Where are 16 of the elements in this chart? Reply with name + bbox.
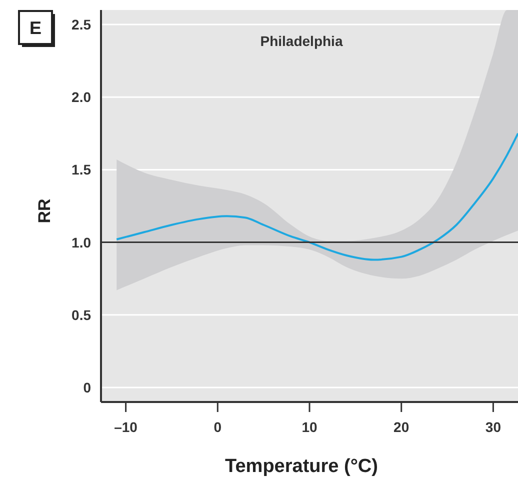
x-tick-label: 10 bbox=[302, 419, 318, 435]
x-tick-label: 0 bbox=[214, 419, 222, 435]
text: E bbox=[29, 18, 42, 38]
x-tick-label: –10 bbox=[114, 419, 138, 435]
y-tick-label: 1.0 bbox=[72, 234, 92, 250]
x-tick-label: 30 bbox=[485, 419, 502, 435]
y-tick-label: 0.5 bbox=[72, 306, 92, 323]
x-axis-title: Temperature (°C) bbox=[225, 456, 378, 477]
line-series bbox=[116, 132, 518, 261]
y-tick-label: 2.5 bbox=[72, 16, 92, 33]
y-tick-label: 0 bbox=[83, 379, 92, 396]
y-axis-title: RR bbox=[35, 198, 54, 224]
x-tick-label: 20 bbox=[394, 419, 410, 435]
text: Philadelphia bbox=[260, 33, 343, 49]
y-tick-label: 2.0 bbox=[72, 89, 92, 106]
y-tick-label: 1.5 bbox=[72, 162, 92, 178]
